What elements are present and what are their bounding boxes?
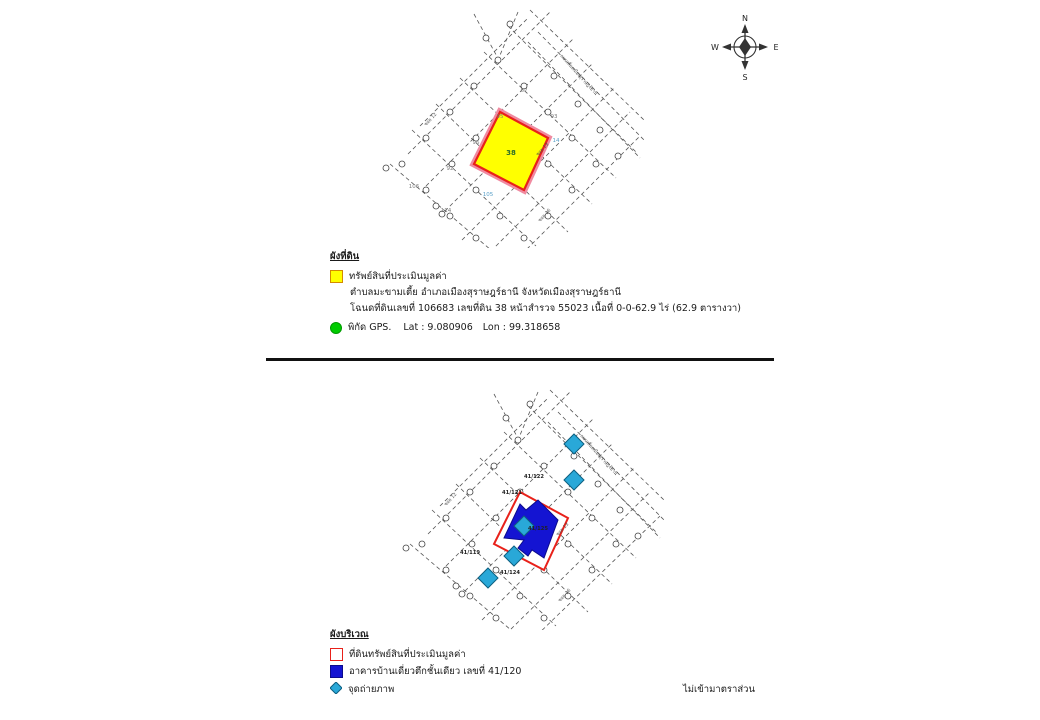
legend-deed-line: โฉนดที่ดินเลขที่ 106683 เลขที่ดิน 38 หน้… — [350, 303, 741, 315]
compass-rose: N E S W — [706, 10, 784, 84]
photo-point-marker — [477, 567, 499, 589]
neighbor-parcel-labels: 67 95 96 93 14 92 105 106 114 — [409, 88, 560, 214]
house-number-label: 41/125 — [528, 526, 548, 532]
neighbor-parcel-label: 14 — [553, 138, 560, 144]
scale-note: ไม่เข้ามาตราส่วน — [683, 684, 755, 695]
subject-parcel-highlight — [472, 110, 550, 192]
cyan-diamond-icon — [329, 681, 343, 695]
photo-point-marker — [503, 545, 525, 567]
subject-parcel-number: 38 — [506, 149, 516, 157]
gps-longitude: Lon : 99.318658 — [482, 321, 561, 333]
photo-point-marker — [563, 433, 585, 455]
photo-points — [477, 433, 585, 589]
legend-item-assessed-asset: ทรัพย์สินที่ประเมินมูลค่า — [330, 269, 790, 285]
house-number-label: 41/121 — [502, 490, 522, 496]
neighbor-parcel-label: 92 — [447, 166, 454, 172]
house-number-label: 41/119 — [460, 550, 480, 556]
legend-item-asset-label: ทรัพย์สินที่ประเมินมูลค่า — [349, 270, 447, 282]
section-divider — [266, 358, 774, 361]
neighbor-parcel-label: 105 — [483, 192, 494, 198]
legend-address-line: ตำบลมะขามเตี้ย อำเภอเมืองสุราษฎร์ธานี จั… — [350, 287, 621, 299]
legend-land-plan: ผังที่ดิน ทรัพย์สินที่ประเมินมูลค่า ตำบล… — [330, 250, 790, 336]
neighbor-parcel-label: 67 — [521, 88, 528, 94]
legend-item-building-label: อาคารบ้านเดี่ยวตึกชั้นเดียว เลขที่ 41/12… — [349, 666, 522, 678]
photo-point-marker — [563, 469, 585, 491]
neighbor-parcel-label: 96 — [473, 140, 480, 146]
blue-swatch-icon — [330, 665, 343, 679]
road-label-bypass: ถนนเลี่ยงเมืองสุราษฎร์ธานี — [579, 433, 620, 478]
red-outline-swatch-icon — [330, 647, 343, 661]
neighbor-parcel-label: 95 — [497, 114, 504, 120]
legend-item-building: อาคารบ้านเดี่ยวตึกชั้นเดียว เลขที่ 41/12… — [330, 664, 750, 680]
road-label: ซอย 12 — [443, 492, 458, 508]
site-plan-map-bottom: 41/122 41/121 41/125 41/119 41/124 ซอย 1… — [398, 378, 664, 630]
legend-bottom-title: ผังบริเวณ — [330, 629, 369, 640]
legend-site-plan: ผังบริเวณ ที่ดินทรัพย์สินที่ประเมินมูลค่… — [329, 628, 750, 700]
compass-south-label: S — [742, 73, 747, 82]
neighbor-parcel-label: 93 — [551, 114, 558, 120]
gps-label: พิกัด GPS. — [348, 321, 392, 333]
legend-item-land: ที่ดินทรัพย์สินที่ประเมินมูลค่า — [330, 647, 750, 663]
house-number-label: 41/124 — [500, 570, 520, 576]
road-label: ซอย 12 — [423, 112, 438, 128]
road-label-bypass: ถนนเลี่ยงเมืองสุราษฎร์ธานี — [559, 53, 600, 98]
legend-top-title: ผังที่ดิน — [330, 251, 360, 262]
legend-item-photo-label: จุดถ่ายภาพ — [348, 684, 395, 696]
neighbor-parcel-label: 106 — [409, 184, 420, 190]
cadastral-map-top: 38 67 95 96 93 14 92 105 106 114 ซอย 12 … — [378, 8, 644, 248]
neighbor-parcel-label: 114 — [441, 208, 452, 214]
photo-point-marker — [513, 515, 535, 537]
compass-east-label: E — [773, 43, 778, 52]
gps-latitude: Lat : 9.080906 — [403, 321, 473, 333]
house-number-labels: 41/122 41/121 41/125 41/119 41/124 — [460, 474, 548, 576]
yellow-swatch-icon — [330, 269, 343, 283]
compass-west-label: W — [711, 43, 719, 52]
legend-item-photo-point: จุดถ่ายภาพ — [329, 681, 750, 698]
green-dot-icon — [330, 321, 342, 334]
legend-item-gps: พิกัด GPS. Lat : 9.080906 Lon : 99.318658 — [330, 320, 790, 336]
legend-item-land-label: ที่ดินทรัพย์สินที่ประเมินมูลค่า — [349, 648, 466, 660]
compass-north-label: N — [742, 14, 748, 23]
house-number-label: 41/122 — [524, 474, 544, 480]
